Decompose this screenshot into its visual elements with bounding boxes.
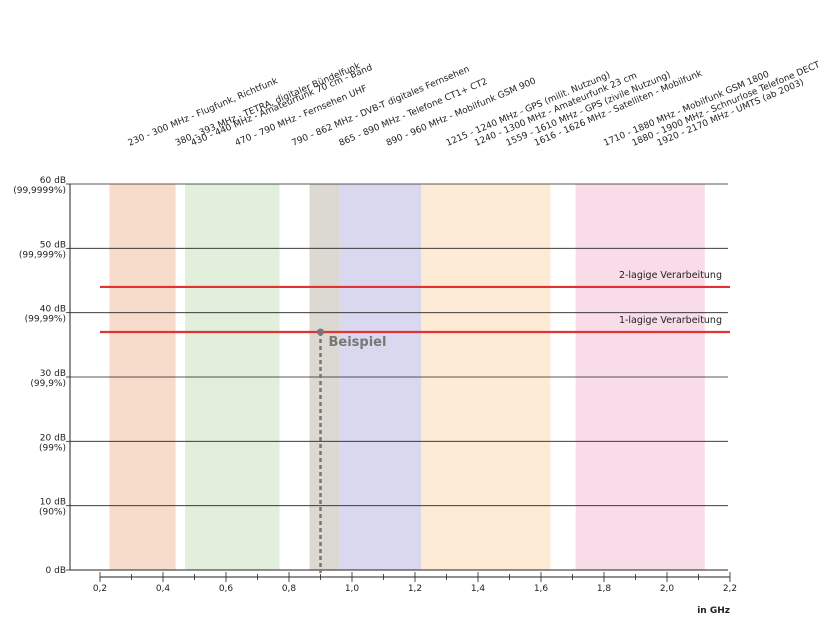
x-axis-ticks: 0,2 0,4 0,6 0,8 1,0 1,2 1,4 1,6 1,8 2,0 2,2 xyxy=(93,572,737,594)
grid-lines xyxy=(70,183,728,507)
y-axis-ticks: 0 dB 10 dB(90%) 20 dB(99%) 30 dB(99,9%) 40 d… xyxy=(13,176,70,576)
y-tick-label-percent: (99,9999%) xyxy=(13,186,66,196)
y-tick-label-percent: (99%) xyxy=(39,443,66,453)
example-label: Beispiel xyxy=(329,335,387,350)
y-tick-label-db: 30 dB xyxy=(40,369,66,379)
x-axis-unit-label: in GHz xyxy=(697,606,730,616)
example-marker: Beispiel xyxy=(317,328,386,573)
y-tick-label-db: 50 dB xyxy=(40,240,66,250)
x-tick-label: 0,2 xyxy=(93,584,107,594)
x-tick-label: 1,2 xyxy=(408,584,422,594)
y-tick-label-db: 10 dB xyxy=(40,498,66,508)
x-tick-label: 2,0 xyxy=(660,584,675,594)
series-label-2: 1-lagige Verarbeitung xyxy=(619,315,722,326)
y-tick-label-db: 40 dB xyxy=(40,305,66,315)
x-tick-label: 1,8 xyxy=(597,584,612,594)
y-tick-label-percent: (99,99%) xyxy=(25,315,66,325)
y-tick-label-db: 20 dB xyxy=(40,433,66,443)
y-tick-label-percent: (99,9%) xyxy=(30,379,66,389)
x-tick-label: 0,8 xyxy=(282,584,297,594)
x-tick-label: 1,4 xyxy=(471,584,486,594)
series-label-1: 2-lagige Verarbeitung xyxy=(619,270,722,281)
y-tick-label-db: 0 dB xyxy=(46,566,66,576)
x-tick-label: 1,0 xyxy=(345,584,360,594)
x-tick-label: 0,6 xyxy=(219,584,234,594)
y-tick-label-db: 60 dB xyxy=(40,176,66,186)
x-tick-label: 2,2 xyxy=(723,584,737,594)
y-tick-label-percent: (99,999%) xyxy=(19,250,66,260)
x-tick-label: 0,4 xyxy=(156,584,171,594)
y-tick-label-percent: (90%) xyxy=(39,508,66,518)
attenuation-series: 2-lagige Verarbeitung 1-lagige Verarbeitu… xyxy=(100,270,730,334)
example-point xyxy=(317,328,324,336)
x-tick-label: 1,6 xyxy=(534,584,549,594)
